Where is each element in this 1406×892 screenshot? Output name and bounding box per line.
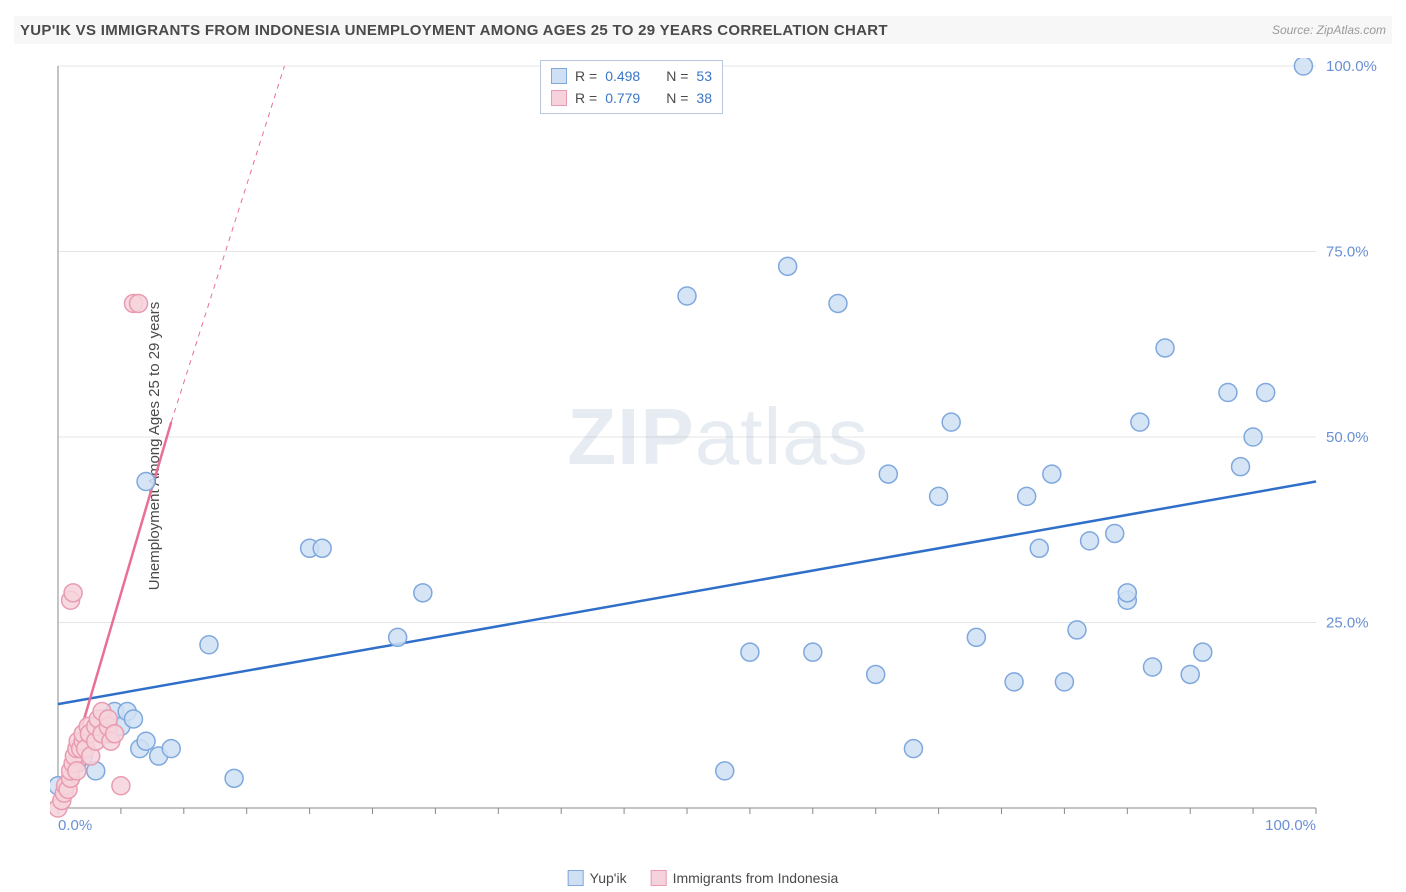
n-label-b: N = xyxy=(666,90,688,106)
chart-svg: 25.0% 50.0% 75.0% 100.0% 0.0% 100.0% xyxy=(50,58,1386,848)
swatch-b-icon xyxy=(551,90,567,106)
legend-stats-row-a: R = 0.498 N = 53 xyxy=(551,65,712,87)
r-value-b: 0.779 xyxy=(605,90,640,106)
legend-swatch-b-icon xyxy=(651,870,667,886)
legend-item-b: Immigrants from Indonesia xyxy=(651,870,839,886)
n-value-b: 38 xyxy=(696,90,712,106)
header-bar: YUP'IK VS IMMIGRANTS FROM INDONESIA UNEM… xyxy=(14,16,1392,44)
svg-text:50.0%: 50.0% xyxy=(1326,429,1369,446)
legend-swatch-a-icon xyxy=(568,870,584,886)
legend-stats: R = 0.498 N = 53 R = 0.779 N = 38 xyxy=(540,60,723,114)
r-label-a: R = xyxy=(575,68,597,84)
n-value-a: 53 xyxy=(696,68,712,84)
swatch-a-icon xyxy=(551,68,567,84)
legend-label-a: Yup'ik xyxy=(590,870,627,886)
svg-text:0.0%: 0.0% xyxy=(58,817,92,834)
scatter-plot: 25.0%50.0%75.0%100.0%0.0%100.0% ZIPatlas xyxy=(50,58,1386,848)
legend-item-a: Yup'ik xyxy=(568,870,627,886)
legend-label-b: Immigrants from Indonesia xyxy=(673,870,839,886)
source-label: Source: ZipAtlas.com xyxy=(1272,23,1386,37)
svg-text:75.0%: 75.0% xyxy=(1326,244,1369,261)
svg-text:100.0%: 100.0% xyxy=(1326,58,1377,75)
r-value-a: 0.498 xyxy=(605,68,640,84)
svg-text:100.0%: 100.0% xyxy=(1265,817,1316,834)
r-label-b: R = xyxy=(575,90,597,106)
legend-stats-row-b: R = 0.779 N = 38 xyxy=(551,87,712,109)
n-label-a: N = xyxy=(666,68,688,84)
svg-text:25.0%: 25.0% xyxy=(1326,615,1369,632)
chart-title: YUP'IK VS IMMIGRANTS FROM INDONESIA UNEM… xyxy=(20,22,888,39)
legend-series: Yup'ik Immigrants from Indonesia xyxy=(568,870,839,886)
